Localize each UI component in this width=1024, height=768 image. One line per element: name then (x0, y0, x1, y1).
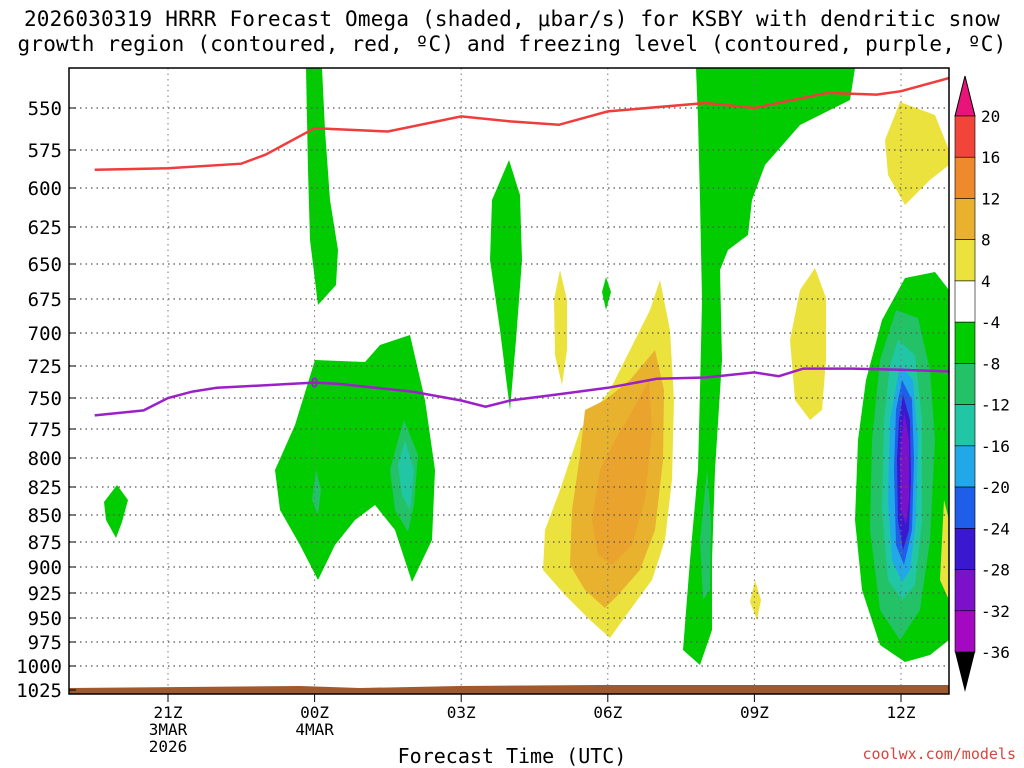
colorbar-top-arrow (954, 75, 976, 117)
x-tick-label: 12Z (887, 703, 916, 722)
colorbar-label: 8 (981, 231, 991, 250)
omega-region-06z-tiny (602, 277, 611, 310)
colorbar-swatch (954, 239, 976, 282)
chart-title-line1: 2026030319 HRRR Forecast Omega (shaded, … (23, 7, 1001, 31)
credit-text: coolwx.com/models (862, 745, 1016, 763)
colorbar-label: -32 (981, 602, 1010, 621)
y-tick-label: 1025 (16, 680, 62, 702)
colorbar-label: -24 (981, 519, 1010, 538)
colorbar-swatch (954, 528, 976, 570)
y-tick-label: 825 (28, 477, 62, 499)
y-tick-label: 725 (28, 356, 62, 378)
colorbar-label: 16 (981, 148, 1000, 167)
y-tick-label: 1000 (16, 656, 62, 678)
colorbar-swatch (954, 115, 976, 158)
colorbar-label: -8 (981, 354, 1000, 373)
x-tick-label: 00Z (300, 703, 329, 722)
y-tick-label: 800 (28, 448, 62, 470)
colorbar-label: -36 (981, 643, 1010, 662)
colorbar-label: -20 (981, 478, 1010, 497)
colorbar-swatch (954, 321, 976, 364)
colorbar-swatch (954, 280, 976, 323)
omega-region-21z-small (104, 485, 128, 538)
colorbar-swatch (954, 486, 976, 529)
colorbar-label: -28 (981, 561, 1010, 580)
y-tick-label: 625 (28, 217, 62, 239)
x-tick-label: 2026 (149, 737, 188, 756)
plot-area (69, 68, 949, 694)
x-tick-label: 4MAR (295, 720, 334, 739)
freezing-level-contour-purple (94, 367, 949, 417)
omega-region-07z-column (683, 68, 855, 665)
y-tick-label: 700 (28, 323, 62, 345)
y-tick-label: 925 (28, 583, 62, 605)
colorbar-swatch (954, 156, 976, 199)
dgz-contour-red (94, 76, 949, 172)
colorbar-swatch (954, 610, 976, 653)
y-tick-label: 850 (28, 505, 62, 527)
colorbar-bottom-arrow (955, 652, 975, 692)
colorbar-label: -12 (981, 396, 1010, 415)
colorbar-swatch (954, 445, 976, 488)
y-tick-label: 900 (28, 557, 62, 579)
y-tick-label: 975 (28, 632, 62, 654)
colorbar-label: 12 (981, 189, 1000, 208)
colorbar-swatch (954, 569, 976, 612)
colorbar-label: 4 (981, 272, 991, 291)
x-axis-label: Forecast Time (UTC) (397, 744, 627, 768)
chart-title-line2: growth region (contoured, red, ºC) and f… (17, 32, 1007, 56)
omega-orange-regions (570, 350, 664, 608)
y-tick-label: 775 (28, 419, 62, 441)
y-tick-label: 675 (28, 289, 62, 311)
y-axis-ticks: 550 575 600 625 650 675 700 725 750 775 800 825 850 8… (16, 98, 76, 702)
y-tick-label: 600 (28, 178, 62, 200)
colorbar-label: -4 (981, 313, 1000, 332)
plot-frame (68, 67, 950, 695)
grid-lines (69, 68, 949, 694)
colorbar-label: -16 (981, 437, 1010, 456)
y-tick-label: 575 (28, 140, 62, 162)
colorbar: 20 16 12 8 4 -4 -8 -12 -16 -20 -24 -28 -32 -36 (954, 75, 1010, 692)
colorbar-label: 20 (981, 107, 1000, 126)
y-tick-label: 550 (28, 98, 62, 120)
y-tick-label: 650 (28, 254, 62, 276)
freezing-level-label: 0 (311, 377, 319, 392)
colorbar-swatch (954, 404, 976, 447)
x-tick-label: 03Z (447, 703, 476, 722)
x-tick-label: 06Z (593, 703, 622, 722)
x-tick-label: 21Z (154, 703, 183, 722)
colorbar-swatch (954, 363, 976, 405)
y-tick-label: 875 (28, 532, 62, 554)
x-tick-label: 09Z (740, 703, 769, 722)
omega-region-04z (490, 160, 522, 410)
y-tick-label: 950 (28, 608, 62, 630)
x-tick-label: 3MAR (149, 720, 188, 739)
y-tick-label: 750 (28, 388, 62, 410)
terrain-surface (69, 685, 949, 694)
colorbar-swatch (954, 198, 976, 240)
